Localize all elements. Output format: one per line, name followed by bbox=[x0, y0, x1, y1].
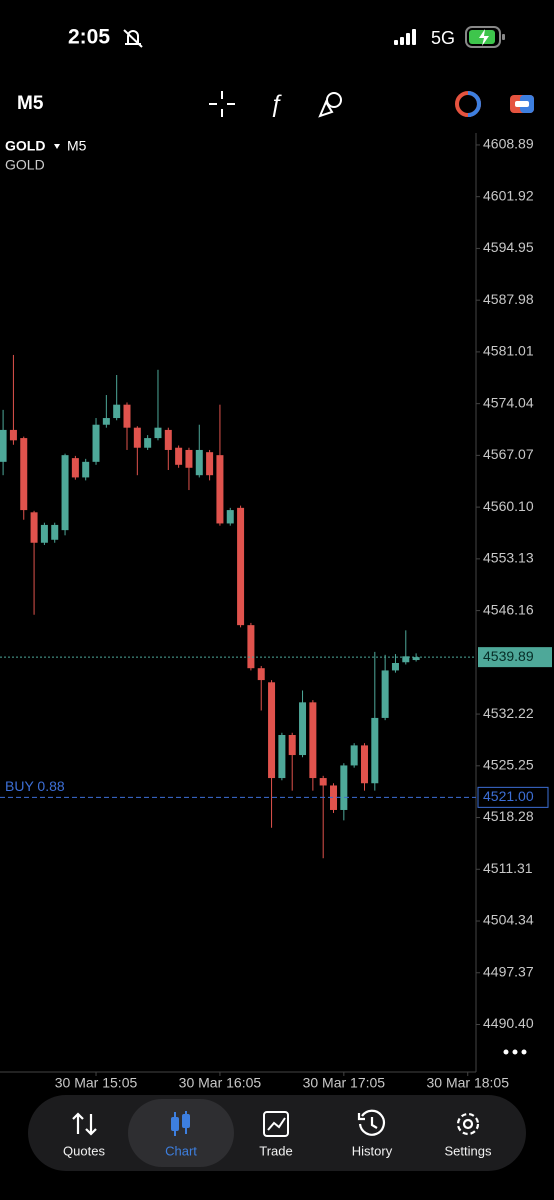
y-tick-label: 4587.98 bbox=[483, 291, 534, 307]
candle-body bbox=[237, 507, 245, 626]
more-button[interactable] bbox=[503, 1049, 527, 1055]
candle-body bbox=[391, 662, 399, 671]
y-tick-label: 4546.16 bbox=[483, 601, 534, 617]
candle-body bbox=[195, 449, 203, 476]
candle-body bbox=[330, 785, 338, 810]
candle-body bbox=[402, 656, 410, 663]
signal-icon bbox=[394, 29, 416, 45]
tab-bar bbox=[28, 1095, 526, 1171]
x-tick-label: 30 Mar 15:05 bbox=[55, 1075, 138, 1091]
candle-body bbox=[9, 429, 17, 441]
chart-symbol: GOLD bbox=[5, 138, 45, 154]
candle-body bbox=[123, 404, 131, 428]
tab-label[interactable]: Chart bbox=[165, 1143, 197, 1158]
plot: 4608.89 4601.92 4594.95 4587.98 4581.01 4574.… bbox=[0, 136, 552, 1091]
chart-description: GOLD bbox=[5, 157, 45, 173]
candle-body bbox=[61, 455, 69, 531]
trade-button[interactable] bbox=[510, 95, 534, 113]
candle-body bbox=[0, 429, 7, 462]
candle-body bbox=[288, 734, 296, 756]
y-tick-label: 4601.92 bbox=[483, 187, 534, 203]
candle-body bbox=[175, 447, 183, 465]
candle-body bbox=[371, 717, 379, 784]
y-tick-label: 4511.31 bbox=[483, 860, 533, 876]
tab-label[interactable]: Settings bbox=[445, 1143, 492, 1158]
candle-body bbox=[257, 668, 265, 681]
candle-body bbox=[92, 424, 100, 462]
y-tick-label: 4497.37 bbox=[483, 963, 534, 979]
candle-body bbox=[20, 438, 28, 511]
x-tick-label: 30 Mar 18:05 bbox=[426, 1075, 509, 1091]
candle-body bbox=[40, 524, 48, 543]
y-tick-label: 4594.95 bbox=[483, 239, 534, 255]
position-price-box bbox=[477, 786, 549, 808]
y-tick-label: 4553.13 bbox=[483, 550, 534, 566]
y-tick-label: 4608.89 bbox=[483, 136, 534, 152]
candle-body bbox=[164, 429, 172, 450]
x-tick-label: 30 Mar 17:05 bbox=[303, 1075, 386, 1091]
x-tick-label: 30 Mar 16:05 bbox=[179, 1075, 262, 1091]
position-price-label: 4521.00 bbox=[483, 788, 534, 804]
candle-body bbox=[278, 734, 286, 779]
candle-body bbox=[154, 427, 162, 439]
y-tick-label: 4560.10 bbox=[483, 498, 534, 514]
candle-body bbox=[299, 702, 307, 756]
candle-body bbox=[144, 438, 152, 448]
tab-selected-bg bbox=[128, 1099, 234, 1167]
candle-body bbox=[381, 670, 389, 718]
history-icon bbox=[357, 1109, 386, 1136]
candle-body bbox=[71, 458, 79, 478]
candle-body bbox=[82, 461, 90, 478]
candle-body bbox=[226, 510, 234, 524]
objects-button[interactable] bbox=[318, 92, 342, 118]
candle-body bbox=[412, 657, 420, 661]
trade-icon bbox=[263, 1111, 289, 1137]
candle-body bbox=[30, 512, 38, 543]
y-tick-label: 4567.07 bbox=[483, 446, 534, 462]
candle-body bbox=[350, 745, 358, 766]
last-price-label: 4539.89 bbox=[483, 648, 534, 664]
position-label: BUY 0.88 bbox=[5, 778, 65, 794]
candle-body bbox=[51, 524, 59, 540]
candle-body bbox=[113, 404, 121, 419]
chart-icon bbox=[171, 1111, 190, 1136]
candle-body bbox=[102, 418, 110, 425]
y-tick-label: 4504.34 bbox=[483, 912, 534, 928]
candle-body bbox=[268, 682, 276, 779]
y-tick-label: 4518.28 bbox=[483, 808, 534, 824]
tab-label[interactable]: History bbox=[352, 1143, 393, 1158]
crosshair-button[interactable] bbox=[209, 91, 235, 117]
toolbar-timeframe[interactable]: M5 bbox=[17, 93, 44, 114]
candle-body bbox=[185, 449, 193, 468]
y-tick-label: 4574.04 bbox=[483, 394, 534, 410]
silent-icon bbox=[123, 29, 143, 48]
candle-body bbox=[133, 427, 141, 448]
y-tick-label: 4525.25 bbox=[483, 757, 534, 773]
account-button[interactable] bbox=[455, 91, 481, 117]
battery-icon bbox=[465, 26, 505, 48]
candle-body bbox=[340, 765, 348, 810]
y-tick-label: 4532.22 bbox=[483, 705, 534, 721]
last-price-box bbox=[478, 647, 552, 668]
candle-body bbox=[309, 702, 317, 779]
tab-label[interactable]: Trade bbox=[259, 1143, 292, 1158]
symbol-dropdown[interactable] bbox=[54, 144, 60, 149]
candle-body bbox=[206, 452, 214, 476]
network-label: 5G bbox=[431, 28, 455, 48]
settings-icon bbox=[456, 1112, 480, 1136]
indicators-button[interactable]: ƒ bbox=[269, 90, 282, 117]
y-tick-label: 4581.01 bbox=[483, 343, 534, 359]
status-time: 2:05 bbox=[68, 26, 110, 49]
quotes-icon bbox=[72, 1112, 97, 1136]
y-tick-label: 4490.40 bbox=[483, 1015, 534, 1031]
chart-timeframe: M5 bbox=[67, 138, 87, 154]
candle-body bbox=[216, 455, 224, 524]
candle-body bbox=[360, 745, 368, 784]
candle-body bbox=[247, 625, 255, 669]
candle-body bbox=[319, 778, 327, 786]
tab-label[interactable]: Quotes bbox=[63, 1143, 105, 1158]
